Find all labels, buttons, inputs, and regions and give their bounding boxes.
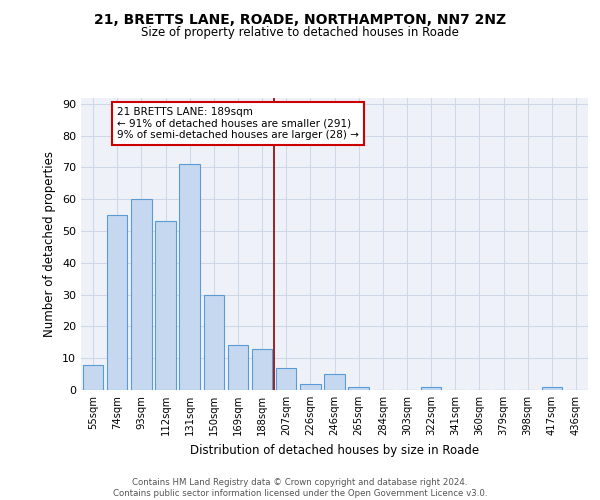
Bar [276, 368, 296, 390]
Bar [227, 346, 248, 390]
Bar [300, 384, 320, 390]
Text: Contains HM Land Registry data © Crown copyright and database right 2024.
Contai: Contains HM Land Registry data © Crown c… [113, 478, 487, 498]
Bar [131, 199, 152, 390]
Bar [155, 222, 176, 390]
Bar [83, 364, 103, 390]
Bar [542, 387, 562, 390]
Text: Size of property relative to detached houses in Roade: Size of property relative to detached ho… [141, 26, 459, 39]
Bar [203, 294, 224, 390]
Text: 21, BRETTS LANE, ROADE, NORTHAMPTON, NN7 2NZ: 21, BRETTS LANE, ROADE, NORTHAMPTON, NN7… [94, 12, 506, 26]
Bar [107, 215, 127, 390]
Y-axis label: Number of detached properties: Number of detached properties [43, 151, 56, 337]
Bar [349, 387, 369, 390]
Bar [421, 387, 442, 390]
Text: 21 BRETTS LANE: 189sqm
← 91% of detached houses are smaller (291)
9% of semi-det: 21 BRETTS LANE: 189sqm ← 91% of detached… [117, 107, 359, 140]
X-axis label: Distribution of detached houses by size in Roade: Distribution of detached houses by size … [190, 444, 479, 456]
Bar [324, 374, 345, 390]
Bar [252, 348, 272, 390]
Bar [179, 164, 200, 390]
